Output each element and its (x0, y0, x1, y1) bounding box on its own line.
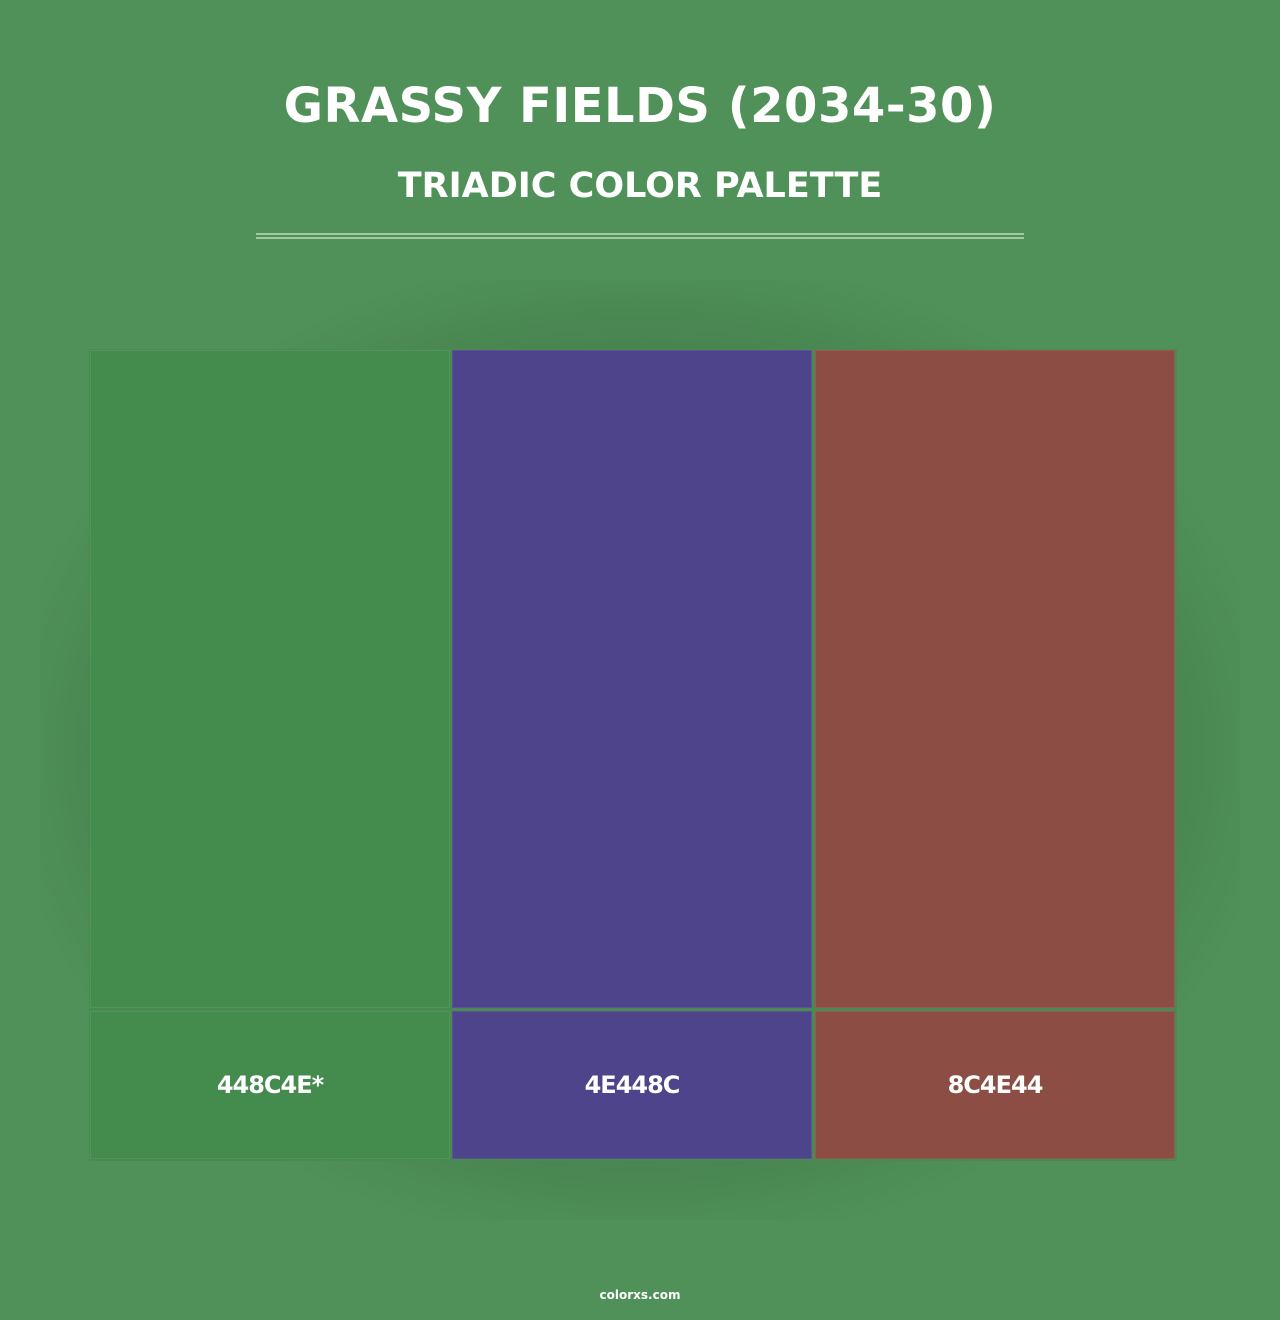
swatch-3[interactable] (815, 350, 1175, 1008)
palette: 448C4E* 4E448C 8C4E44 (89, 349, 1177, 1161)
footer-brand[interactable]: colorxs.com (599, 1288, 681, 1302)
page-title: GRASSY FIELDS (2034-30) (283, 78, 997, 134)
swatch-1-label[interactable]: 448C4E* (90, 1011, 450, 1159)
divider (256, 237, 1024, 239)
divider (256, 233, 1024, 235)
page-subtitle: TRIADIC COLOR PALETTE (397, 166, 883, 206)
swatch-2-label[interactable]: 4E448C (452, 1011, 812, 1159)
swatch-1[interactable] (90, 350, 450, 1008)
swatch-2[interactable] (452, 350, 812, 1008)
swatch-3-label[interactable]: 8C4E44 (815, 1011, 1175, 1159)
